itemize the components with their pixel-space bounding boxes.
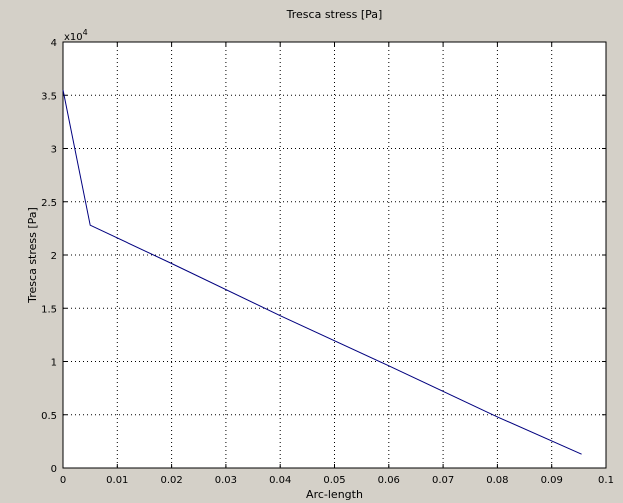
y-multiplier: x104 [64,28,88,43]
x-tick-label: 0.03 [215,475,237,486]
x-tick-label: 0.09 [541,475,563,486]
series-group [62,89,582,455]
y-tick-label: 2 [51,251,57,262]
y-tick-label: 3.5 [41,91,57,102]
y-tick-label: 0.5 [41,411,57,422]
x-tick-label: 0.06 [378,475,400,486]
x-tick-label: 0.05 [323,475,345,486]
y-tick-label: 4 [51,38,57,49]
x-axis-label: Arc-length [306,488,363,501]
y-axis-label: Tresca stress [Pa] [26,207,39,304]
y-tick-label: 1 [51,358,57,369]
x-tick-label: 0.07 [432,475,454,486]
y-tick-label: 3 [51,145,57,156]
x-tick-label: 0.1 [598,475,614,486]
y-multiplier-exponent: 4 [83,28,88,37]
y-tick-label: 2.5 [41,198,57,209]
grid [63,42,606,468]
x-tick-label: 0 [60,475,66,486]
chart-title: Tresca stress [Pa] [286,8,383,21]
series-line [62,89,582,455]
x-tick-label: 0.02 [160,475,182,486]
x-tick-label: 0.04 [269,475,291,486]
x-tick-label: 0.01 [106,475,128,486]
y-tick-label: 0 [51,464,57,475]
y-multiplier-base: x10 [64,32,83,43]
ticks: 0 0.01 0.02 0.03 0.04 0.05 0.06 0.07 0.08 0.09 0.1… [41,38,614,486]
x-tick-label: 0.08 [486,475,508,486]
y-tick-label: 1.5 [41,304,57,315]
